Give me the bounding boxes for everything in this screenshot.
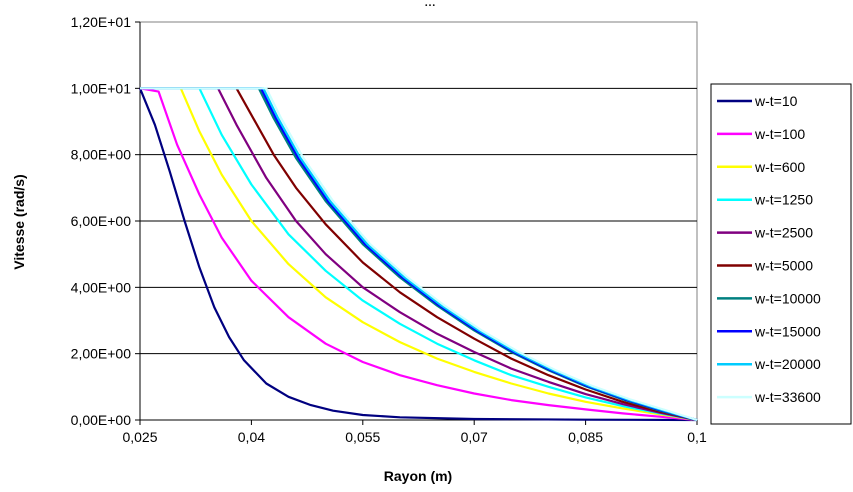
legend-label: w-t=15000 <box>754 323 821 339</box>
legend-label: w-t=20000 <box>754 356 821 372</box>
series-line-w-t-100 <box>139 87 698 422</box>
y-tick-label: 6,00E+00 <box>71 213 132 229</box>
legend-box <box>710 83 852 425</box>
y-tick-label: 1,00E+01 <box>71 80 132 96</box>
x-tick-label: 0,1 <box>687 429 707 445</box>
x-axis-title: Rayon (m) <box>384 468 452 484</box>
legend-label: w-t=10000 <box>754 290 821 306</box>
x-tick-label: 0,085 <box>568 429 603 445</box>
x-tick-label: 0,055 <box>345 429 380 445</box>
legend-label: w-t=10 <box>754 93 798 109</box>
legend-label: w-t=1250 <box>754 192 813 208</box>
series-line-w-t-10 <box>138 87 698 422</box>
x-tick-label: 0,04 <box>238 429 265 445</box>
series-line-w-t-5000 <box>140 87 698 422</box>
legend-label: w-t=600 <box>754 159 805 175</box>
y-tick-label: 2,00E+00 <box>71 346 132 362</box>
tick-labels: 0,00E+00 2,00E+00 4,00E+00 6,00E+00 8,00E+00… <box>71 14 707 445</box>
y-tick-label: 8,00E+00 <box>71 147 132 163</box>
x-tick-label: 0,025 <box>122 429 157 445</box>
legend: w-t=10 w-t=100 w-t=600 w-t=1250 w-t=2500 w-t=… <box>717 93 821 405</box>
legend-label: w-t=100 <box>754 126 805 142</box>
series-line-w-t-1250 <box>140 87 698 422</box>
y-tick-label: 1,20E+01 <box>71 14 132 30</box>
series-lines <box>138 87 698 422</box>
series-line-w-t-600 <box>140 87 698 422</box>
legend-label: w-t=5000 <box>754 258 813 274</box>
x-tick-label: 0,07 <box>461 429 488 445</box>
y-tick-label: 0,00E+00 <box>71 412 132 428</box>
chart-title: ... <box>424 0 435 10</box>
series-line-w-t-2500 <box>140 87 698 422</box>
y-axis-title: Vitesse (rad/s) <box>11 174 27 269</box>
series-line-w-t-33600 <box>140 87 698 422</box>
y-tick-label: 4,00E+00 <box>71 279 132 295</box>
legend-label: w-t=2500 <box>754 225 813 241</box>
legend-label: w-t=33600 <box>754 389 821 405</box>
